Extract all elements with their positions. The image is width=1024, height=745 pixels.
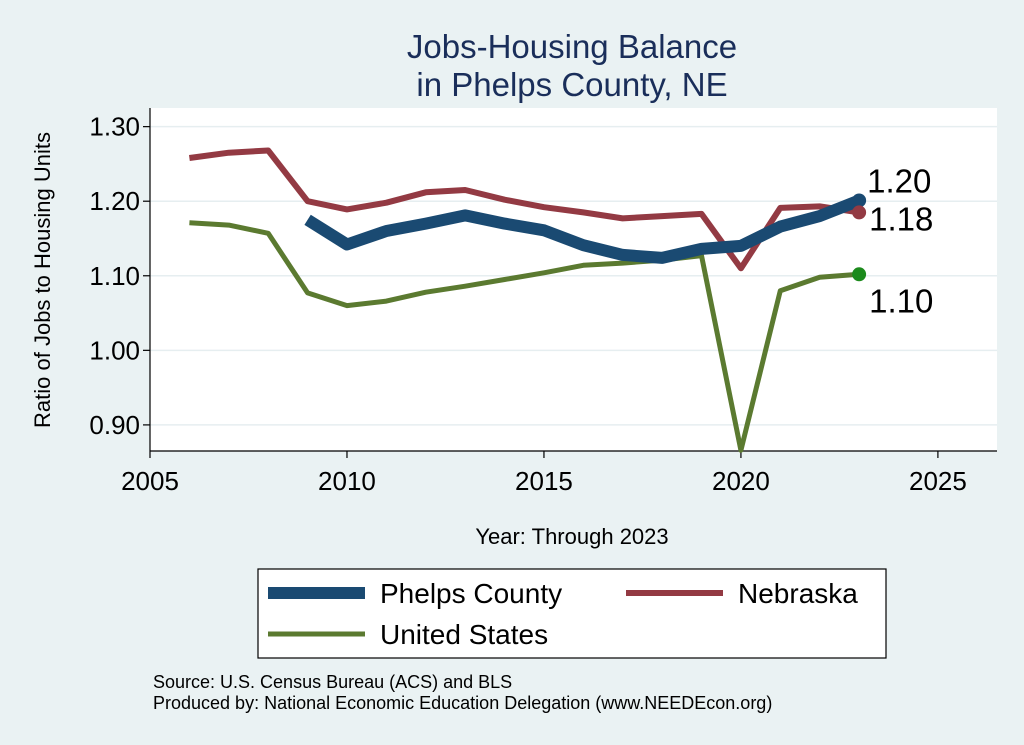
y-tick-label: 1.30 <box>89 112 140 142</box>
end-value-label: 1.10 <box>869 282 933 319</box>
legend-label: Phelps County <box>380 578 562 609</box>
end-value-label: 1.20 <box>867 162 931 199</box>
y-tick-label: 1.10 <box>89 261 140 291</box>
x-tick-label: 2025 <box>909 466 967 496</box>
legend-label: Nebraska <box>738 578 858 609</box>
y-axis-ticks: 0.90 1.00 1.10 1.20 1.30 <box>89 112 150 440</box>
producer-note: Produced by: National Economic Education… <box>153 693 772 713</box>
legend-box <box>257 568 887 659</box>
x-tick-label: 2010 <box>318 466 376 496</box>
end-markers <box>852 193 867 282</box>
x-tick-label: 2005 <box>121 466 179 496</box>
y-tick-label: 1.20 <box>89 186 140 216</box>
chart-title-line-1: Jobs-Housing Balance <box>407 28 737 65</box>
series-line-nebraska <box>189 147 860 272</box>
source-note: Source: U.S. Census Bureau (ACS) and BLS <box>153 672 512 692</box>
y-tick-label: 0.90 <box>89 410 140 440</box>
end-marker <box>852 205 867 220</box>
legend: Phelps County Nebraska United States <box>257 568 887 659</box>
x-tick-label: 2015 <box>515 466 573 496</box>
end-value-label: 1.18 <box>869 200 933 237</box>
chart-title-line-2: in Phelps County, NE <box>416 66 727 103</box>
series-line-phelps-county <box>304 194 862 264</box>
end-marker <box>852 193 867 208</box>
end-marker <box>852 267 867 282</box>
x-tick-label: 2020 <box>712 466 770 496</box>
legend-label: United States <box>380 619 548 650</box>
series-line-united-states <box>189 220 860 453</box>
y-tick-label: 1.00 <box>89 335 140 365</box>
y-axis-label: Ratio of Jobs to Housing Units <box>30 132 55 428</box>
end-labels: 1.201.18 1.10 <box>867 162 933 319</box>
series-lines <box>189 147 862 453</box>
x-axis-label: Year: Through 2023 <box>475 524 668 549</box>
x-axis-ticks: 2005 2010 2015 2020 2025 <box>121 451 967 496</box>
